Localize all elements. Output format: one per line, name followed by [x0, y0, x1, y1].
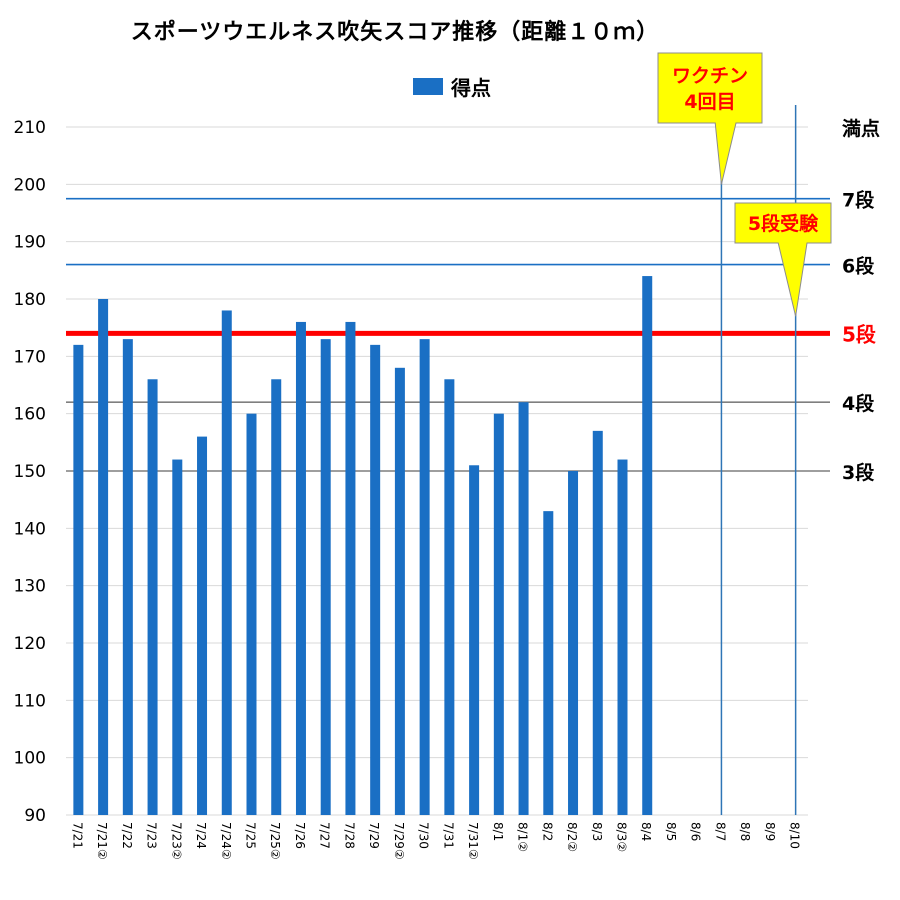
x-tick-label: 7/22	[120, 822, 134, 849]
x-tick-label: 8/1	[491, 822, 505, 841]
reference-label: 7段	[842, 189, 875, 212]
legend-label: 得点	[451, 76, 491, 100]
chart-title: スポーツウエルネス吹矢スコア推移（距離１０ｍ）	[130, 20, 660, 45]
x-tick-label: 7/28	[342, 822, 356, 849]
y-tick-label: 150	[14, 462, 46, 482]
x-tick-label: 8/8	[738, 822, 752, 841]
x-tick-label: 8/1②	[516, 822, 530, 852]
x-tick-label: 7/26	[293, 822, 307, 849]
event-callout-label: ワクチン	[672, 65, 748, 87]
x-tick-label: 8/9	[763, 822, 777, 841]
x-tick-label: 7/30	[417, 822, 431, 849]
reference-label: 5段	[842, 322, 876, 346]
x-tick-label: 8/3②	[615, 822, 629, 852]
y-tick-label: 130	[14, 577, 46, 597]
bar	[617, 459, 628, 815]
x-tick-label: 7/24②	[219, 822, 233, 860]
bar	[345, 321, 356, 815]
bar	[295, 321, 306, 815]
event-callout	[657, 52, 763, 185]
x-tick-label: 8/6	[689, 822, 703, 841]
reference-label: 3段	[842, 461, 875, 484]
y-tick-label: 100	[14, 749, 46, 769]
event-lines: ワクチン 4回目 5段受験	[657, 52, 832, 815]
x-tick-label: 7/24	[194, 822, 208, 849]
y-tick-label: 200	[14, 175, 46, 195]
bars	[73, 276, 653, 816]
x-tick-label: 8/4	[639, 822, 653, 841]
bar	[568, 471, 579, 815]
x-tick-label: 7/21②	[95, 822, 109, 860]
bar	[172, 459, 183, 815]
bar	[246, 413, 257, 815]
bar	[370, 344, 381, 815]
x-tick-label: 7/31②	[466, 822, 480, 860]
reference-label: 4段	[842, 392, 875, 415]
bar	[518, 402, 529, 815]
legend-swatch	[413, 78, 443, 95]
event-callout-label: 5段受験	[748, 212, 819, 235]
y-tick-label: 170	[14, 347, 46, 367]
bar	[73, 344, 84, 815]
x-tick-label: 8/2	[540, 822, 554, 841]
x-tick-label: 7/23②	[169, 822, 183, 860]
bar	[592, 430, 603, 815]
x-tick-label: 8/10	[788, 822, 802, 849]
y-tick-label: 140	[14, 519, 46, 539]
bar	[98, 299, 109, 815]
y-tick-label: 160	[14, 405, 46, 425]
bar	[147, 379, 158, 815]
y-tick-label: 210	[14, 118, 46, 138]
reference-lines: 満点 7段 6段 5段 4段 3段	[66, 118, 880, 484]
x-tick-label: 7/21	[70, 822, 84, 849]
event-callout-label: 4回目	[684, 91, 735, 113]
y-tick-label: 190	[14, 233, 46, 253]
x-tick-label: 7/25②	[268, 822, 282, 860]
x-tick-label: 7/31	[441, 822, 455, 849]
bar	[122, 339, 133, 815]
x-tick-label: 8/5	[664, 822, 678, 841]
bar	[197, 436, 208, 815]
x-tick-label: 7/29	[367, 822, 381, 849]
bar	[419, 339, 430, 815]
reference-label: 満点	[842, 118, 880, 140]
bar	[642, 276, 653, 816]
y-tick-label: 110	[14, 691, 46, 711]
bar	[271, 379, 282, 815]
x-tick-label: 8/2②	[565, 822, 579, 852]
bar	[394, 367, 405, 815]
legend: 得点	[413, 72, 491, 101]
x-tick-label: 8/3	[590, 822, 604, 841]
bar	[543, 511, 554, 815]
x-tick-label: 8/7	[713, 822, 727, 841]
reference-label: 6段	[842, 255, 875, 278]
bar	[469, 465, 480, 815]
y-tick-label: 120	[14, 634, 46, 654]
event-callout	[734, 202, 832, 317]
x-tick-label: 7/27	[318, 822, 332, 849]
x-tick-label: 7/25	[244, 822, 258, 849]
y-tick-label: 180	[14, 290, 46, 310]
bar	[493, 413, 504, 815]
axes: 90 100 110 120 130 140 150 160 170 180 190 200 210 7/…	[14, 118, 802, 860]
x-tick-label: 7/29②	[392, 822, 406, 860]
bar	[444, 379, 455, 815]
bar	[221, 310, 232, 815]
bar	[320, 339, 331, 815]
y-tick-label: 90	[24, 806, 46, 826]
x-tick-label: 7/23	[145, 822, 159, 849]
